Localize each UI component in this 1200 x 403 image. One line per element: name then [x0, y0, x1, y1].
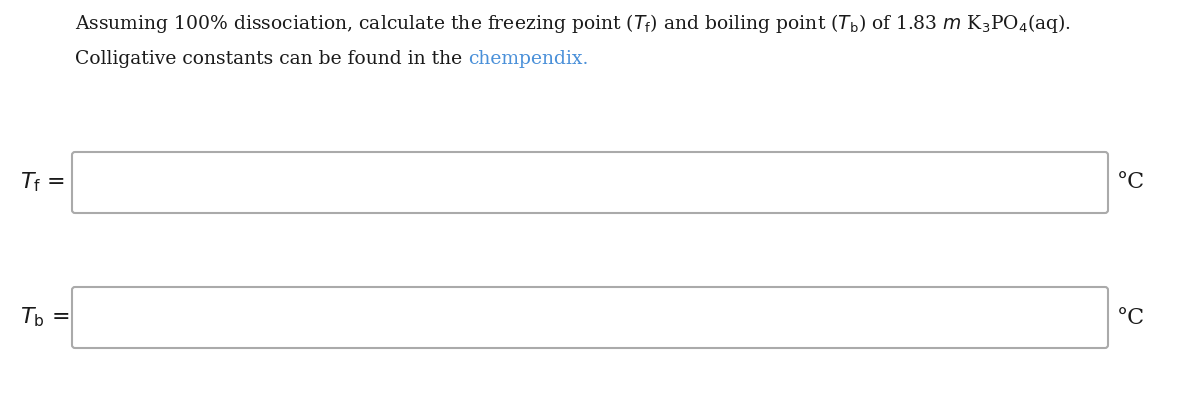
Text: °C: °C [1117, 172, 1145, 193]
Text: Colligative constants can be found in the: Colligative constants can be found in th… [74, 50, 468, 68]
FancyBboxPatch shape [72, 287, 1108, 348]
Text: $T_\mathrm{f}$ =: $T_\mathrm{f}$ = [20, 171, 65, 194]
Text: chempendix.: chempendix. [468, 50, 588, 68]
FancyBboxPatch shape [72, 152, 1108, 213]
Text: Assuming 100% dissociation, calculate the freezing point ($T_\mathrm{f}$) and bo: Assuming 100% dissociation, calculate th… [74, 12, 1072, 35]
Text: °C: °C [1117, 307, 1145, 328]
Text: $T_\mathrm{b}$ =: $T_\mathrm{b}$ = [20, 306, 70, 329]
